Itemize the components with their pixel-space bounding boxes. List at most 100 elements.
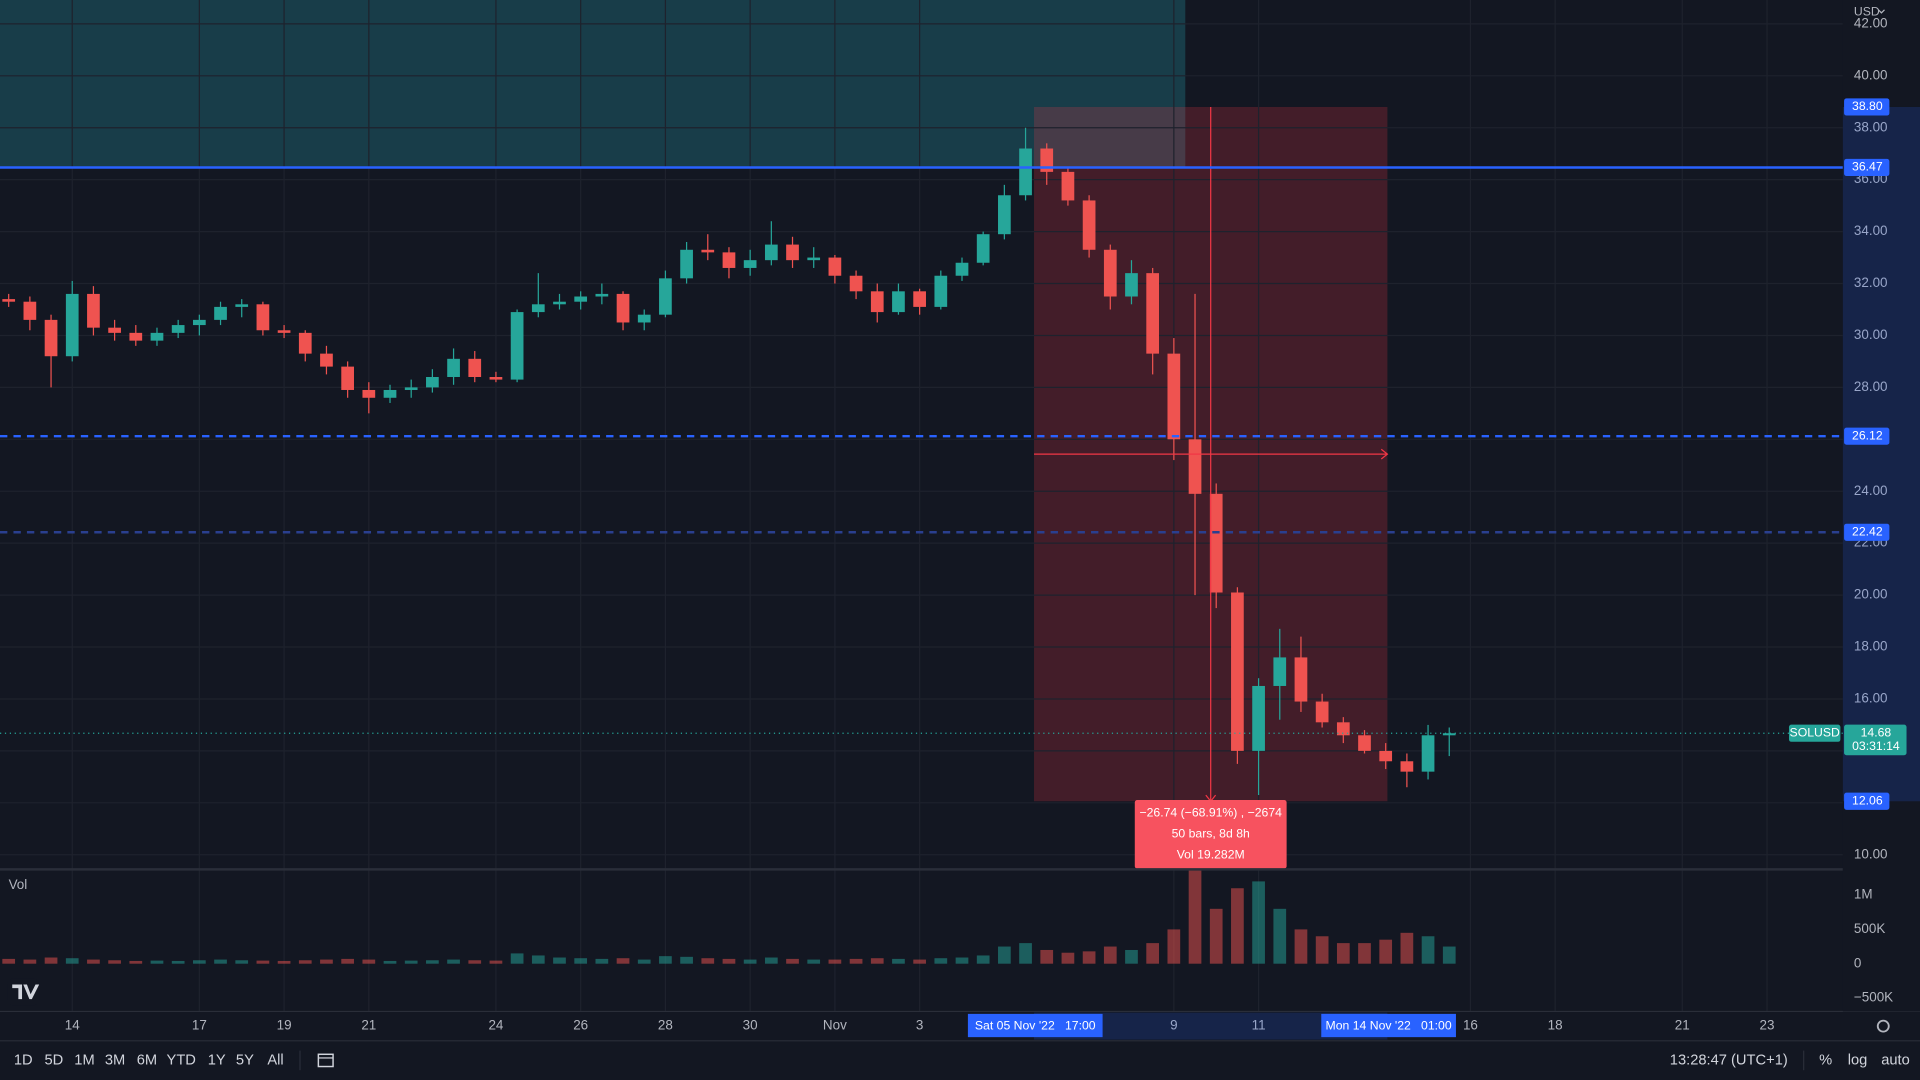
- volume-tick-label: −500K: [1854, 990, 1893, 1005]
- volume-bar: [362, 959, 376, 964]
- range-button[interactable]: 5Y: [236, 1052, 254, 1068]
- volume-bar: [447, 959, 460, 964]
- candle-body: [786, 244, 799, 261]
- volume-bar: [1442, 946, 1456, 964]
- crosshair-x-label-bg: [967, 1013, 1103, 1038]
- level-label: 22.42: [1852, 524, 1883, 538]
- candle-body: [23, 301, 37, 320]
- countdown-label: 03:31:14: [1852, 739, 1900, 753]
- volume-bar: [468, 960, 482, 964]
- measure-label-text: Vol 19.282M: [1177, 847, 1245, 861]
- volume-bar: [1379, 939, 1393, 964]
- volume-bar: [595, 958, 609, 964]
- candle-body: [1019, 148, 1032, 196]
- range-button[interactable]: 6M: [137, 1052, 157, 1068]
- candle-body: [362, 389, 376, 398]
- range-button[interactable]: All: [267, 1052, 283, 1068]
- measure-label-box: [1134, 800, 1287, 869]
- axis-option[interactable]: auto: [1881, 1052, 1910, 1068]
- candle-body: [828, 257, 842, 276]
- volume-bar: [2, 958, 16, 964]
- date-range-icon[interactable]: [317, 1053, 334, 1068]
- y-tick-label: 10.00: [1854, 846, 1888, 861]
- volume-bar: [574, 958, 588, 964]
- currency-chevron[interactable]: [1877, 9, 1885, 14]
- volume-bar: [955, 957, 969, 964]
- range-button[interactable]: 1D: [14, 1052, 33, 1068]
- volume-bar: [1125, 949, 1138, 964]
- volume-bar: [1231, 888, 1244, 964]
- volume-bar: [192, 960, 206, 964]
- settings-icon[interactable]: [1876, 1019, 1890, 1033]
- range-button[interactable]: 1M: [74, 1052, 94, 1068]
- volume-bar: [171, 960, 185, 964]
- y-tick-label: 28.00: [1854, 379, 1888, 394]
- symbol-tag: SOLUSD: [1790, 725, 1840, 739]
- volume-bar: [1167, 929, 1181, 964]
- volume-bar: [701, 958, 715, 964]
- volume-bar: [1273, 908, 1287, 964]
- level-label-bg: [1844, 427, 1890, 445]
- candle-body: [341, 366, 354, 390]
- volume-bar: [828, 959, 842, 964]
- axis-option[interactable]: log: [1848, 1052, 1868, 1068]
- measure-label-text: −26.74 (−68.91%) , −2674: [1139, 806, 1282, 820]
- volume-label: Vol: [9, 877, 28, 892]
- volume-bar: [404, 960, 418, 964]
- range-button[interactable]: YTD: [167, 1052, 196, 1068]
- volume-bar: [1400, 932, 1414, 964]
- y-tick-label: 16.00: [1854, 691, 1888, 706]
- candle-body: [171, 325, 185, 333]
- volume-bar: [659, 956, 672, 964]
- candle-body: [1040, 148, 1054, 172]
- x-tick-label: 28: [658, 1018, 673, 1033]
- axis-layer: 10.0012.0014.0016.0018.0020.0022.0024.00…: [65, 0, 1920, 1040]
- volume-bar: [1188, 867, 1202, 964]
- overlay-layer: −26.74 (−68.91%) , −2674 50 bars, 8d 8h Vo…: [0, 106, 1843, 869]
- x-tick-label: 18: [1548, 1018, 1563, 1033]
- candle-body: [1379, 750, 1393, 762]
- toolbar: 1D 5D 1M 3M 6M YTD 1Y 5Y All 13:28:47 (UTC+1)% log…: [14, 1050, 1910, 1071]
- x-tick-label: Nov: [823, 1018, 847, 1033]
- volume-bar: [870, 958, 884, 964]
- volume-bar: [256, 960, 270, 964]
- x-tick-label: 9: [1170, 1018, 1177, 1033]
- candle-body: [892, 291, 905, 313]
- candle-body: [256, 304, 270, 331]
- candle-body: [1231, 592, 1244, 751]
- candle-body: [637, 314, 651, 323]
- candle-body: [510, 312, 524, 380]
- candle-body: [44, 319, 58, 357]
- range-button[interactable]: 5D: [44, 1052, 63, 1068]
- volume-bar: [1061, 952, 1075, 964]
- y-tick-label: 32.00: [1854, 275, 1888, 290]
- candle-body: [807, 257, 821, 261]
- measure-axis-band: [1842, 106, 1920, 802]
- candle-body: [680, 249, 693, 279]
- candle-body: [1061, 171, 1075, 201]
- candle-body: [489, 376, 503, 380]
- candle-body: [1273, 657, 1287, 686]
- currency-label[interactable]: USD: [1854, 4, 1880, 18]
- candle-body: [1421, 735, 1435, 772]
- volume-bar: [934, 958, 948, 964]
- volume-bar: [320, 959, 333, 964]
- level-label-bg: [1844, 158, 1890, 177]
- candle-body: [2, 299, 16, 302]
- candle-body: [235, 304, 249, 307]
- candle-body: [722, 252, 736, 268]
- y-tick-label: 18.00: [1854, 639, 1888, 654]
- candle-body: [1209, 493, 1223, 593]
- candle-body: [955, 262, 969, 276]
- volume-bar: [764, 957, 778, 964]
- candle-body: [129, 332, 143, 341]
- volume-bar: [637, 959, 651, 964]
- volume-bar: [722, 958, 736, 964]
- range-button[interactable]: 1Y: [208, 1052, 226, 1068]
- candle-body: [998, 195, 1011, 235]
- candle-body: [1082, 200, 1096, 250]
- range-button[interactable]: 3M: [105, 1052, 125, 1068]
- axis-option[interactable]: %: [1819, 1052, 1832, 1068]
- clock[interactable]: 13:28:47 (UTC+1): [1670, 1052, 1788, 1068]
